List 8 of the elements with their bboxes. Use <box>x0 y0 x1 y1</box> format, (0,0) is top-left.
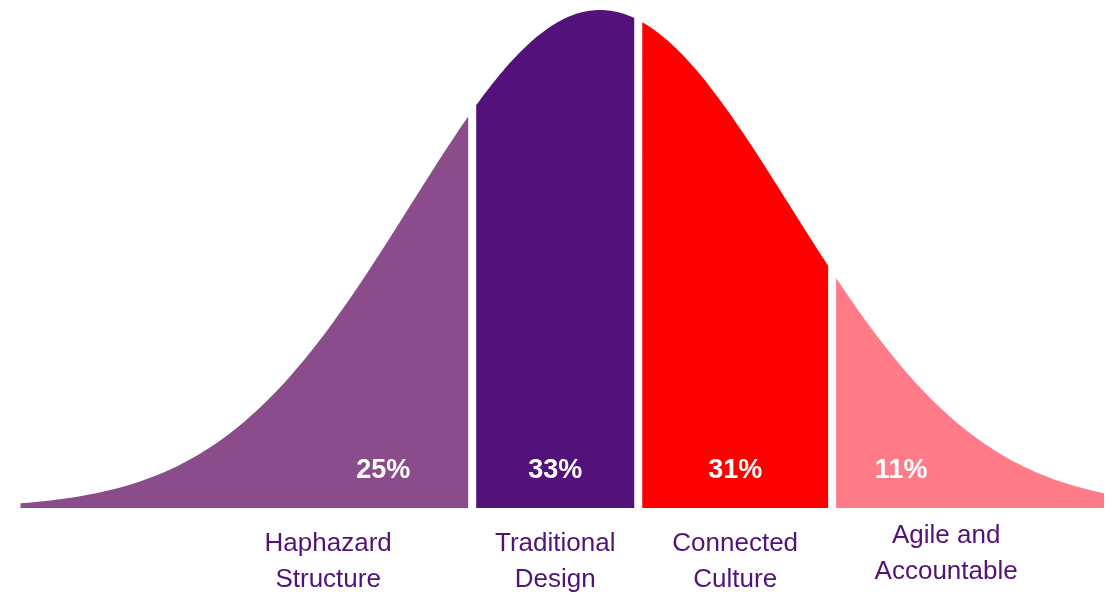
data-label: 11% <box>874 454 928 484</box>
category-label: Traditional Design <box>495 527 616 593</box>
data-label: 25% <box>356 454 411 484</box>
category-label: Haphazard Structure <box>264 527 392 593</box>
data-label: 31% <box>708 454 763 484</box>
category-label: Connected Culture <box>672 527 799 593</box>
data-label: 33% <box>528 454 583 484</box>
category-label: Agile and Accountable <box>874 519 1018 585</box>
